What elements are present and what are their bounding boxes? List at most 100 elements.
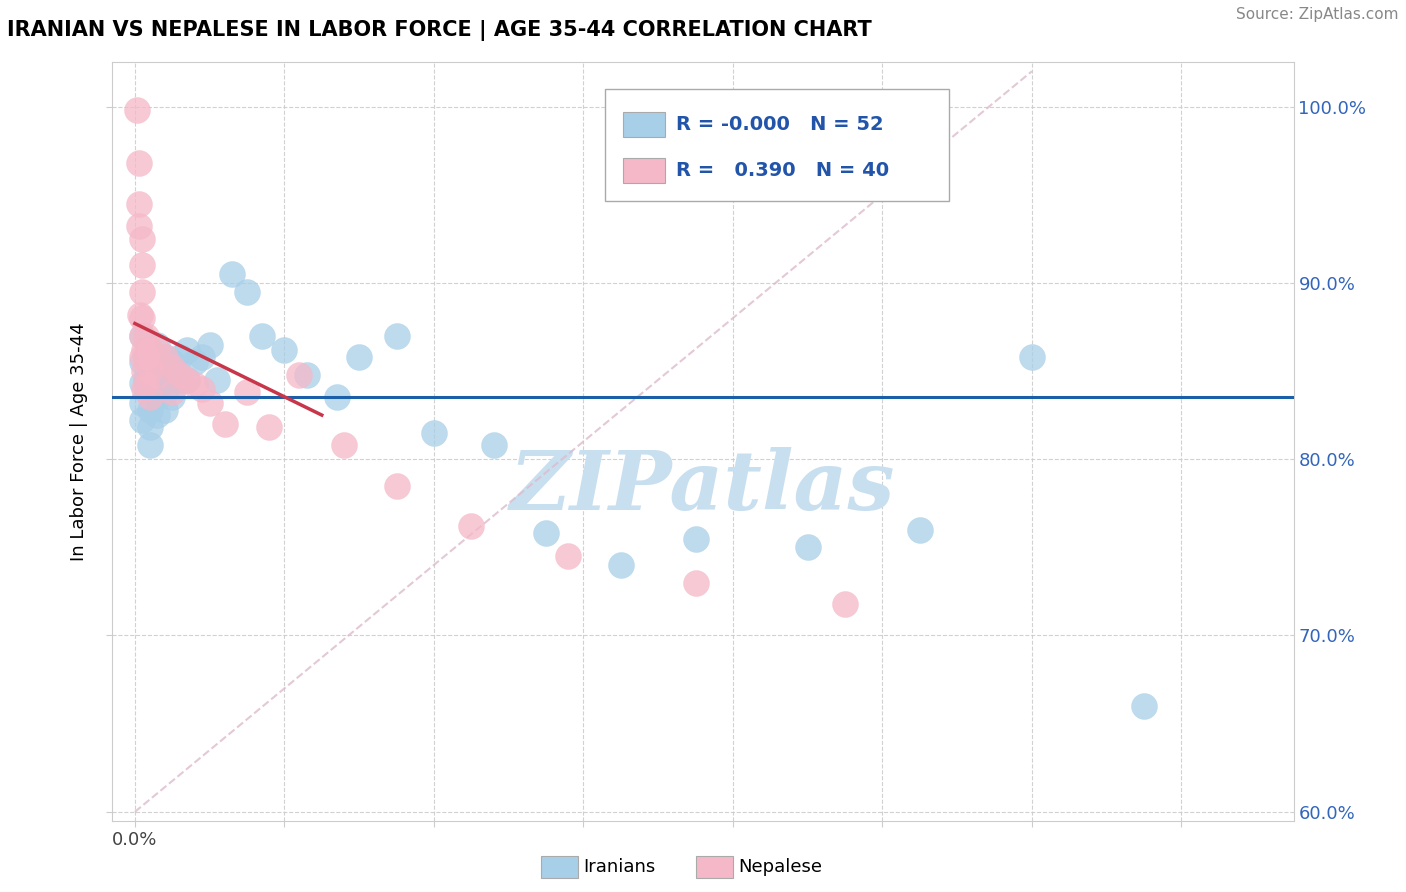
Point	[1021, 350, 1043, 364]
Point	[135, 373, 157, 387]
Point	[132, 382, 155, 396]
Point	[153, 402, 176, 417]
Point	[146, 337, 169, 351]
Point	[135, 378, 157, 392]
Text: Iranians: Iranians	[583, 858, 655, 876]
Point	[146, 408, 169, 422]
Point	[169, 368, 191, 382]
Point	[135, 350, 157, 364]
Point	[162, 360, 184, 375]
Point	[273, 343, 295, 357]
Point	[250, 328, 273, 343]
Point	[191, 350, 214, 364]
Point	[908, 523, 931, 537]
Point	[153, 350, 176, 364]
Point	[236, 285, 259, 299]
Point	[146, 391, 169, 405]
Point	[221, 267, 243, 281]
Point	[385, 478, 408, 492]
Point	[146, 343, 169, 357]
Point	[142, 373, 165, 387]
Point	[169, 373, 191, 387]
Text: R =   0.390   N = 40: R = 0.390 N = 40	[676, 161, 890, 180]
Point	[127, 103, 149, 117]
Point	[146, 368, 169, 382]
Point	[325, 391, 347, 405]
Text: ZIPatlas: ZIPatlas	[510, 447, 896, 527]
Point	[205, 373, 228, 387]
Point	[610, 558, 633, 572]
Point	[146, 355, 169, 369]
Point	[557, 549, 579, 563]
Point	[482, 438, 505, 452]
Point	[347, 350, 370, 364]
Point	[129, 308, 152, 322]
Point	[259, 420, 281, 434]
Point	[131, 258, 153, 272]
Point	[685, 532, 707, 546]
Point	[132, 364, 155, 378]
Point	[162, 385, 184, 400]
Point	[131, 328, 153, 343]
Point	[236, 385, 259, 400]
Point	[131, 355, 153, 369]
Point	[685, 575, 707, 590]
Point	[534, 526, 557, 541]
Point	[153, 350, 176, 364]
Point	[288, 368, 311, 382]
Point	[131, 285, 153, 299]
Text: Nepalese: Nepalese	[738, 858, 823, 876]
Point	[131, 328, 153, 343]
Point	[135, 328, 157, 343]
Point	[183, 355, 205, 369]
Point	[128, 156, 150, 170]
Point	[796, 541, 818, 555]
Point	[131, 376, 153, 391]
Point	[162, 355, 184, 369]
Point	[162, 373, 184, 387]
Text: R = -0.000   N = 52: R = -0.000 N = 52	[676, 115, 884, 134]
Point	[169, 350, 191, 364]
Point	[131, 413, 153, 427]
Point	[135, 350, 157, 364]
Point	[214, 417, 236, 431]
Point	[176, 343, 198, 357]
Point	[139, 364, 162, 378]
Point	[131, 350, 153, 364]
Point	[1133, 699, 1156, 714]
Point	[385, 328, 408, 343]
Point	[139, 420, 162, 434]
Point	[460, 519, 482, 533]
Point	[131, 311, 153, 326]
Point	[139, 343, 162, 357]
Point	[834, 597, 856, 611]
Point	[139, 343, 162, 357]
Point	[139, 402, 162, 417]
Point	[198, 396, 221, 410]
Point	[295, 368, 318, 382]
Point	[191, 382, 214, 396]
Point	[131, 232, 153, 246]
Point	[153, 368, 176, 382]
Point	[176, 373, 198, 387]
Point	[198, 337, 221, 351]
Point	[423, 425, 446, 440]
Text: Source: ZipAtlas.com: Source: ZipAtlas.com	[1236, 7, 1399, 22]
Point	[176, 373, 198, 387]
Point	[139, 391, 162, 405]
Point	[132, 343, 155, 357]
Point	[139, 382, 162, 396]
Point	[128, 219, 150, 234]
Text: IRANIAN VS NEPALESE IN LABOR FORCE | AGE 35-44 CORRELATION CHART: IRANIAN VS NEPALESE IN LABOR FORCE | AGE…	[7, 20, 872, 41]
Point	[153, 385, 176, 400]
Y-axis label: In Labor Force | Age 35-44: In Labor Force | Age 35-44	[70, 322, 89, 561]
Point	[139, 438, 162, 452]
Point	[131, 396, 153, 410]
Point	[142, 350, 165, 364]
Point	[183, 378, 205, 392]
Point	[139, 364, 162, 378]
Point	[128, 196, 150, 211]
Point	[146, 373, 169, 387]
Point	[162, 391, 184, 405]
Point	[333, 438, 356, 452]
